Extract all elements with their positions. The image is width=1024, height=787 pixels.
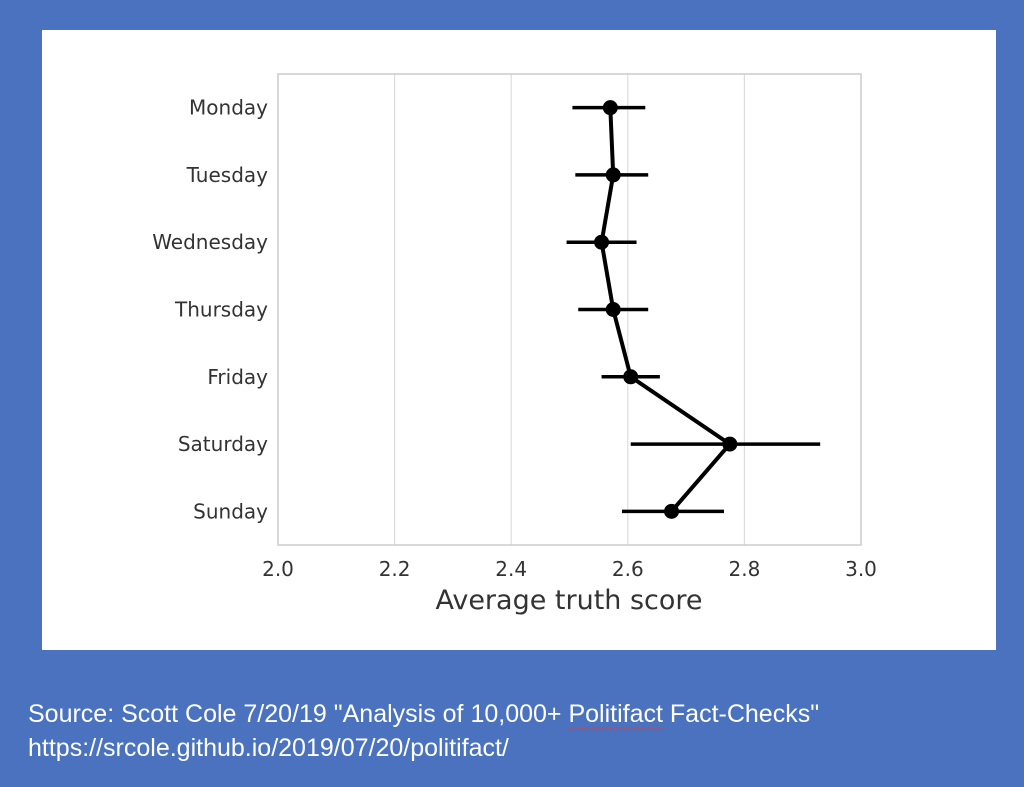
grid-layer <box>394 74 746 545</box>
y-tick-label: Thursday <box>174 298 268 322</box>
caption-line-1-misspelled-word: Politifact <box>568 700 663 728</box>
x-tick-labels: 2.0 2.2 2.4 2.6 2.8 3.0 <box>262 557 877 581</box>
chart-panel: 2.0 2.2 2.4 2.6 2.8 3.0 Monday Tuesday Wednesda… <box>42 30 996 650</box>
y-tick-label: Monday <box>189 96 268 120</box>
x-tick-label: 2.8 <box>728 557 760 581</box>
caption-line-1-end: Fact-Checks" <box>662 700 820 728</box>
x-axis-title: Average truth score <box>435 585 702 616</box>
y-tick-label: Saturday <box>178 432 268 456</box>
data-point <box>664 503 680 519</box>
data-point <box>605 167 621 183</box>
point-chart: 2.0 2.2 2.4 2.6 2.8 3.0 Monday Tuesday Wednesda… <box>152 73 877 616</box>
caption-line-1: Source: Scott Cole 7/20/19 "Analysis of … <box>28 697 819 731</box>
data-point <box>602 100 618 116</box>
source-caption: Source: Scott Cole 7/20/19 "Analysis of … <box>28 697 819 765</box>
x-tick-label: 2.6 <box>612 557 644 581</box>
data-point <box>594 234 610 250</box>
plot-frame <box>277 73 862 546</box>
y-tick-label: Sunday <box>193 499 268 523</box>
error-bars <box>566 105 821 514</box>
x-tick-label: 2.0 <box>262 557 294 581</box>
y-tick-label: Wednesday <box>152 230 268 254</box>
data-point <box>623 369 639 385</box>
caption-line-2-url: https://srcole.github.io/2019/07/20/poli… <box>28 734 509 762</box>
y-tick-labels: Monday Tuesday Wednesday Thursday Friday Satu… <box>152 96 268 524</box>
caption-line-1-start: Source: Scott Cole 7/20/19 "Analysis of … <box>28 700 569 728</box>
y-tick-label: Friday <box>207 365 268 389</box>
x-tick-label: 2.2 <box>379 557 411 581</box>
y-tick-label: Tuesday <box>186 163 269 187</box>
data-points <box>594 100 738 519</box>
x-tick-label: 3.0 <box>845 557 877 581</box>
data-point <box>722 436 738 452</box>
x-tick-label: 2.4 <box>495 557 527 581</box>
data-point <box>605 302 621 317</box>
